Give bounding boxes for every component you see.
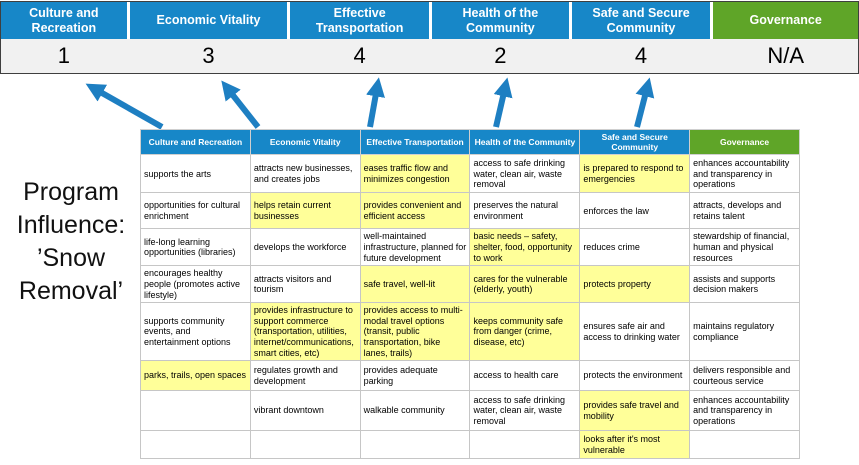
matrix-cell: safe travel, well-lit bbox=[359, 265, 471, 304]
matrix-cell: attracts new businesses, and creates job… bbox=[249, 154, 361, 194]
matrix-cell: looks after it's most vulnerable bbox=[579, 430, 691, 460]
page-title: Program Influence: ’Snow Removal’ bbox=[16, 178, 126, 305]
matrix-cell: delivers responsible and courteous servi… bbox=[689, 360, 800, 392]
scoreboard-score: 3 bbox=[202, 43, 215, 68]
matrix-cell: parks, trails, open spaces bbox=[140, 360, 251, 392]
matrix-cell bbox=[140, 430, 251, 460]
matrix-header: Governance bbox=[689, 128, 800, 156]
scoreboard-header: Safe and Secure Community bbox=[571, 2, 711, 39]
scoreboard-score: 1 bbox=[57, 43, 70, 68]
matrix-cell: access to health care bbox=[469, 360, 581, 392]
matrix-cell: supports community events, and entertain… bbox=[140, 302, 251, 362]
matrix-cell: access to safe drinking water, clean air… bbox=[469, 390, 581, 432]
scoreboard-header: Health of the Community bbox=[432, 2, 569, 39]
scoreboard-score: N/A bbox=[767, 43, 805, 68]
matrix-cell: assists and supports decision makers bbox=[689, 265, 800, 304]
matrix-cell: keeps community safe from danger (crime,… bbox=[469, 302, 581, 362]
scoreboard-header-row: Culture and Recreation Economic Vitality E… bbox=[1, 2, 858, 39]
matrix-cell: vibrant downtown bbox=[249, 390, 361, 432]
matrix-cell: life-long learning opportunities (librar… bbox=[140, 228, 251, 267]
up-arrow-icon bbox=[493, 77, 513, 128]
matrix-cell: preserves the natural environment bbox=[469, 192, 581, 230]
scoreboard-header: Effective Transportation bbox=[290, 2, 429, 39]
scoreboard-score: 2 bbox=[494, 43, 507, 68]
up-arrow-icon bbox=[221, 80, 261, 129]
scoreboard-score-row: 1 3 4 2 4 N/A bbox=[1, 39, 858, 73]
matrix-cell: stewardship of financial, human and phys… bbox=[689, 228, 800, 267]
matrix-cell bbox=[469, 430, 581, 460]
matrix-cell: cares for the vulnerable (elderly, youth… bbox=[469, 265, 581, 304]
matrix-cell: attracts, develops and retains talent bbox=[689, 192, 800, 230]
matrix-cell: enhances accountability and transparency… bbox=[689, 390, 800, 432]
arrows-group bbox=[85, 77, 655, 130]
matrix-cell: well-maintained infrastructure, planned … bbox=[359, 228, 471, 267]
matrix-cell: provides convenient and efficient access bbox=[359, 192, 471, 230]
matrix-cell: access to safe drinking water, clean air… bbox=[469, 154, 581, 194]
matrix-cell: enhances accountability and transparency… bbox=[689, 154, 800, 194]
matrix-cell: enforces the law bbox=[579, 192, 691, 230]
scoreboard-header: Governance bbox=[713, 2, 858, 39]
scoreboard-header: Economic Vitality bbox=[129, 2, 288, 39]
matrix-cell: provides adequate parking bbox=[359, 360, 471, 392]
scoreboard-header: Culture and Recreation bbox=[1, 2, 127, 39]
matrix-cell: protects property bbox=[579, 265, 691, 304]
scoreboard-score: 4 bbox=[353, 43, 366, 68]
matrix-cell bbox=[140, 390, 251, 432]
scoreboard-score: 4 bbox=[634, 43, 648, 68]
matrix-cell: regulates growth and development bbox=[249, 360, 361, 392]
matrix-cell: develops the workforce bbox=[249, 228, 361, 267]
matrix-cell: encourages healthy people (promotes acti… bbox=[140, 265, 251, 304]
matrix-cell: basic needs – safety, shelter, food, opp… bbox=[469, 228, 581, 267]
matrix-cell: helps retain current businesses bbox=[249, 192, 361, 230]
matrix-cell: supports the arts bbox=[140, 154, 251, 194]
matrix-cell: attracts visitors and tourism bbox=[249, 265, 361, 304]
matrix-cell: is prepared to respond to emergencies bbox=[579, 154, 691, 194]
scoreboard: Culture and Recreation Economic Vitality E… bbox=[0, 1, 859, 74]
matrix-cell: opportunities for cultural enrichment bbox=[140, 192, 251, 230]
matrix-header: Health of the Community bbox=[469, 128, 581, 156]
matrix-cell: maintains regulatory compliance bbox=[689, 302, 800, 362]
matrix-cell: protects the environment bbox=[579, 360, 691, 392]
matrix-header: Effective Transportation bbox=[359, 128, 471, 156]
matrix-cell: provides safe travel and mobility bbox=[579, 390, 691, 432]
matrix-cell: eases traffic flow and minimizes congest… bbox=[359, 154, 471, 194]
matrix-cell bbox=[249, 430, 361, 460]
influence-matrix-table: Culture and Recreation Economic Vitality E… bbox=[140, 128, 800, 460]
matrix-cell: ensures safe air and access to drinking … bbox=[579, 302, 691, 362]
matrix-header: Safe and Secure Community bbox=[579, 128, 691, 156]
matrix-cell: reduces crime bbox=[579, 228, 691, 267]
matrix-cell bbox=[359, 430, 471, 460]
up-arrow-icon bbox=[634, 77, 655, 128]
matrix-cell: provides infrastructure to support comme… bbox=[249, 302, 361, 362]
matrix-cell: walkable community bbox=[359, 390, 471, 432]
matrix-cell: provides access to multi-modal travel op… bbox=[359, 302, 471, 362]
up-arrow-icon bbox=[366, 77, 385, 128]
up-arrow-icon bbox=[85, 83, 164, 130]
matrix-cell bbox=[689, 430, 800, 460]
matrix-header: Economic Vitality bbox=[249, 128, 361, 156]
matrix-header: Culture and Recreation bbox=[140, 128, 251, 156]
